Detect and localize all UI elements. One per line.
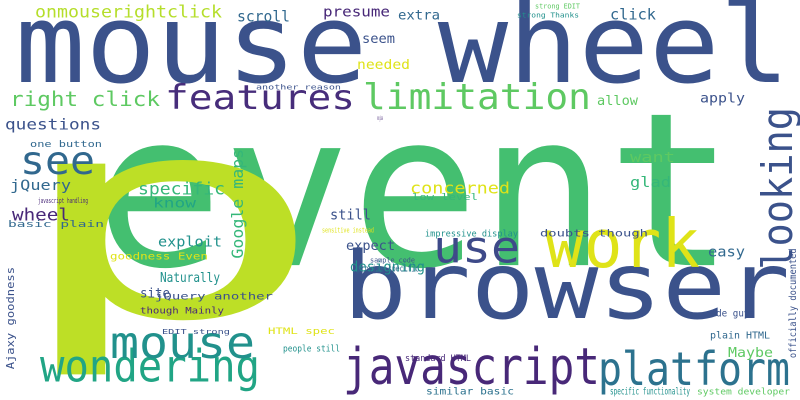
word: seem xyxy=(362,31,395,46)
word: EDIT strong xyxy=(162,327,230,336)
word: specific functionality xyxy=(610,387,690,398)
word: platform xyxy=(598,343,790,397)
word: Google maps xyxy=(229,149,248,259)
word: apply xyxy=(700,91,745,106)
word: standard HTML xyxy=(405,354,471,364)
word: designing xyxy=(350,260,425,275)
word: low level xyxy=(412,193,478,203)
word: easy xyxy=(708,245,745,260)
word: still xyxy=(330,208,371,223)
word: Ajaxy goodness xyxy=(4,267,17,369)
word: sensitive instead xyxy=(322,226,374,235)
word: HTML spec xyxy=(268,327,335,337)
word: right click xyxy=(10,88,160,112)
word: Naturally xyxy=(160,270,220,285)
word: exploit xyxy=(158,235,222,250)
word: sample code xyxy=(370,256,415,265)
word: click xyxy=(610,6,657,23)
word: use xyxy=(433,221,520,273)
word: wheel xyxy=(12,206,70,225)
word: people still xyxy=(283,345,340,355)
word: questions xyxy=(5,116,101,133)
word: allow xyxy=(597,94,639,109)
word: plain HTML xyxy=(710,331,770,342)
word: impressive display xyxy=(425,230,518,240)
word: want xyxy=(630,150,675,165)
word: onmouserightclick xyxy=(35,3,223,22)
word: strong Thanks xyxy=(517,11,579,20)
word: jQuery another xyxy=(155,292,273,303)
word: event xyxy=(95,68,735,317)
word: provide specific xyxy=(357,265,419,275)
word: basic plain xyxy=(8,220,104,230)
word: scroll xyxy=(237,8,290,25)
word: mouse wheel xyxy=(15,0,790,108)
word: system developer xyxy=(697,388,790,398)
word: features xyxy=(165,79,355,118)
word: similar basic xyxy=(426,387,514,398)
word: presume xyxy=(323,5,390,20)
word: code guys xyxy=(705,309,755,320)
word: know xyxy=(153,196,197,211)
word: wrong places xyxy=(377,114,383,122)
word: looking xyxy=(753,107,800,270)
word: expect xyxy=(346,239,395,254)
word: Maybe xyxy=(728,346,773,361)
word: glad xyxy=(630,175,671,190)
word: though Mainly xyxy=(140,307,224,317)
word: doubts though xyxy=(540,229,648,240)
word: p xyxy=(8,58,328,383)
word: see xyxy=(20,137,95,183)
word: another reason xyxy=(256,83,341,92)
word: work xyxy=(545,205,700,283)
word: jQuery xyxy=(10,178,71,193)
word: javascript xyxy=(343,337,600,397)
word: one button xyxy=(30,140,102,150)
word: concerned xyxy=(410,179,510,197)
word: browser xyxy=(343,231,790,340)
word: extra xyxy=(398,8,440,23)
word: site xyxy=(140,286,170,301)
word: limitation xyxy=(363,76,591,117)
word: officially documented xyxy=(788,248,799,358)
word: specific xyxy=(138,180,225,199)
word: mouse xyxy=(110,317,255,369)
word: javascript handling xyxy=(38,196,88,205)
word: needed xyxy=(357,57,410,72)
word: strong EDIT xyxy=(535,2,580,11)
word: wondering xyxy=(40,340,260,392)
word: goodness Even xyxy=(110,252,208,263)
